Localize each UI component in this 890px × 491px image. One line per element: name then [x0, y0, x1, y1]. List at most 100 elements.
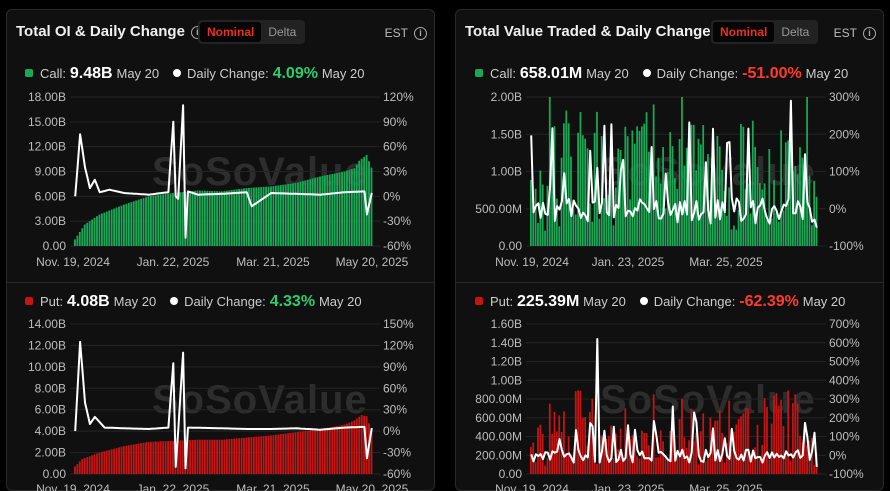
bar: [118, 206, 120, 246]
bar: [591, 221, 594, 246]
y2-tick-label: 90%: [383, 360, 407, 374]
bar: [806, 97, 808, 246]
bar: [196, 439, 199, 474]
bar: [176, 192, 179, 246]
bar: [643, 123, 646, 246]
bar: [742, 413, 745, 474]
bar: [735, 424, 738, 474]
bar: [248, 187, 250, 246]
bar: [282, 184, 285, 246]
bar: [301, 181, 304, 246]
timezone-label[interactable]: EST i: [385, 26, 427, 40]
x-tick-label: Jan. 23, 2025: [592, 482, 665, 491]
bar: [766, 406, 768, 474]
bar: [255, 436, 258, 474]
bar: [123, 204, 125, 246]
bar: [301, 431, 304, 474]
bar: [747, 408, 749, 474]
bar: [676, 454, 679, 474]
bar: [348, 422, 351, 474]
bar: [162, 441, 165, 474]
y-tick-label: 0.00: [43, 467, 67, 481]
bar: [681, 399, 683, 474]
bar: [638, 130, 641, 246]
bar: [83, 224, 86, 246]
bar: [316, 429, 319, 474]
line-swatch: [173, 69, 182, 77]
bar: [115, 207, 118, 246]
bar: [546, 458, 549, 474]
bar: [763, 398, 766, 474]
bar: [331, 426, 334, 474]
bar: [223, 439, 226, 474]
bar: [132, 201, 135, 246]
tab-delta[interactable]: Delta: [268, 25, 297, 39]
bar: [530, 180, 532, 246]
bar: [702, 125, 705, 246]
bar: [230, 438, 233, 474]
bar: [78, 231, 81, 246]
bar: [581, 135, 584, 246]
bar: [725, 215, 728, 246]
bar: [167, 193, 169, 246]
bar: [284, 433, 287, 474]
info-icon[interactable]: i: [414, 27, 427, 40]
bar: [697, 464, 700, 474]
bar: [328, 427, 331, 474]
bar: [577, 132, 579, 246]
bar: [297, 182, 299, 246]
bar: [572, 209, 575, 246]
bar: [784, 456, 787, 474]
y-tick-label: 1.00B: [491, 165, 522, 179]
tab-delta[interactable]: Delta: [781, 25, 810, 39]
bar: [584, 417, 587, 474]
info-icon[interactable]: i: [863, 27, 876, 40]
bar: [76, 464, 79, 474]
bar: [265, 186, 268, 246]
x-tick-label: Nov. 19, 2024: [36, 255, 110, 269]
bar: [346, 170, 348, 246]
bar: [113, 448, 116, 474]
bar: [671, 433, 674, 474]
bar: [289, 432, 292, 474]
bar: [88, 221, 91, 246]
bar: [316, 177, 319, 246]
tab-nominal[interactable]: Nominal: [200, 22, 262, 42]
chart-value-call: 0.00 500.00M 1.00B 1.50B 2.00B -100% 0% 100% 200…: [475, 90, 864, 269]
bar: [744, 189, 747, 246]
daily-change-value: 4.09%: [272, 65, 318, 82]
bar: [617, 449, 620, 474]
bar: [211, 191, 214, 246]
bar: [733, 225, 735, 246]
bar: [768, 459, 771, 474]
y-tick-label: 0.00: [43, 239, 67, 253]
bar: [570, 454, 572, 474]
tab-nominal[interactable]: Nominal: [713, 22, 775, 42]
bar: [579, 112, 582, 246]
bar: [265, 435, 268, 474]
bar: [208, 439, 211, 474]
bar: [326, 427, 329, 474]
x-tick-label: Nov. 19, 2024: [36, 482, 110, 491]
bar: [355, 164, 358, 246]
bar: [149, 196, 152, 246]
bar: [796, 403, 799, 474]
y-tick-label: 2.00B: [491, 90, 522, 104]
bar: [311, 178, 314, 246]
bar: [152, 195, 155, 246]
bar: [93, 217, 96, 246]
timezone-label[interactable]: EST i: [834, 26, 876, 40]
bar: [681, 97, 683, 246]
bar: [780, 130, 782, 246]
x-tick-label: Mar. 21, 2025: [236, 255, 310, 269]
bar: [692, 124, 695, 246]
bar: [648, 445, 650, 474]
bar: [659, 183, 662, 246]
bar: [323, 175, 326, 246]
y2-tick-label: 150%: [383, 317, 414, 331]
bar: [678, 139, 681, 246]
y2-tick-label: -30%: [383, 446, 411, 460]
y2-tick-label: 100%: [829, 165, 860, 179]
bar: [172, 440, 174, 474]
y-tick-label: 6.00B: [35, 189, 66, 203]
